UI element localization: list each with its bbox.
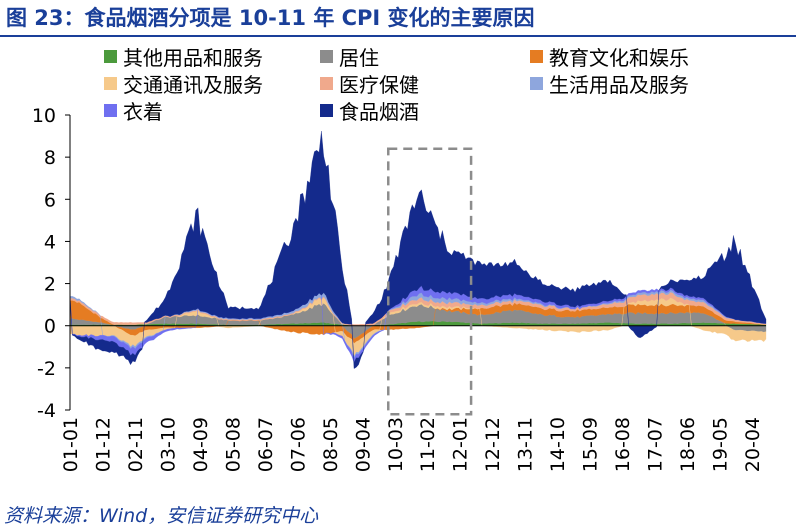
x-tick-label: 11-02 (417, 417, 439, 472)
x-tick-label: 06-07 (255, 417, 277, 472)
legend-item: 其他用品和服务 (104, 42, 263, 71)
x-tick-label: 08-05 (320, 417, 342, 472)
x-tick-label: 10-03 (385, 417, 407, 472)
legend-label: 食品烟酒 (339, 100, 419, 124)
legend-swatch (530, 77, 543, 90)
legend-swatch (104, 77, 117, 90)
y-tick-label: 10 (32, 105, 56, 127)
legend-item: 医疗保健 (320, 69, 419, 98)
x-tick-label: 15-09 (580, 417, 602, 472)
highlight-box (387, 147, 473, 416)
legend-label: 医疗保健 (339, 73, 419, 97)
legend-label: 教育文化和娱乐 (549, 46, 689, 70)
legend-swatch (530, 50, 543, 63)
legend-item: 居住 (320, 42, 379, 71)
y-tick-label: 4 (44, 231, 56, 253)
x-tick-label: 17-07 (645, 417, 667, 472)
legend-label: 交通通讯及服务 (123, 73, 263, 97)
legend-label: 其他用品和服务 (123, 46, 263, 70)
x-tick-label: 12-01 (450, 417, 472, 472)
x-tick-label: 09-04 (352, 417, 374, 472)
x-tick-label: 13-11 (515, 417, 537, 472)
chart-title: 图 23：食品烟酒分项是 10-11 年 CPI 变化的主要原因 (6, 6, 535, 30)
x-tick-label: 01-01 (60, 417, 82, 472)
x-tick-label: 16-08 (612, 417, 634, 472)
x-tick-label: 02-11 (125, 417, 147, 472)
y-tick-label: 0 (44, 316, 56, 338)
y-tick-label: 6 (44, 189, 56, 211)
y-tick-label: 2 (44, 274, 56, 296)
x-tick-label: 03-10 (157, 417, 179, 472)
legend-swatch (320, 50, 333, 63)
x-tick-label: 07-06 (287, 417, 309, 472)
legend-item: 教育文化和娱乐 (530, 42, 689, 71)
x-tick-label: 14-10 (547, 417, 569, 472)
y-tick-label: -4 (37, 400, 56, 422)
legend-swatch (104, 104, 117, 117)
legend-item: 生活用品及服务 (530, 69, 689, 98)
legend-item: 食品烟酒 (320, 96, 419, 125)
x-tick-label: 04-09 (190, 417, 212, 472)
legend-label: 衣着 (123, 100, 163, 124)
series-group (69, 130, 767, 369)
x-tick-label: 18-06 (677, 417, 699, 472)
x-tick-label: 12-12 (482, 417, 504, 472)
x-tick-label: 01-12 (92, 417, 114, 472)
x-tick-label: 19-05 (710, 417, 732, 472)
series-area (69, 130, 767, 369)
legend-swatch (104, 50, 117, 63)
x-tick-label: 20-04 (742, 417, 764, 472)
y-tick-label: -2 (37, 358, 56, 380)
legend-label: 居住 (339, 46, 379, 70)
legend-swatch (320, 77, 333, 90)
legend-label: 生活用品及服务 (549, 73, 689, 97)
x-tick-label: 05-08 (222, 417, 244, 472)
legend-swatch (320, 104, 333, 117)
title-underline (0, 35, 796, 37)
y-tick-label: 8 (44, 147, 56, 169)
legend-item: 交通通讯及服务 (104, 69, 263, 98)
legend-item: 衣着 (104, 96, 163, 125)
source-note: 资料来源：Wind，安信证券研究中心 (4, 505, 319, 527)
